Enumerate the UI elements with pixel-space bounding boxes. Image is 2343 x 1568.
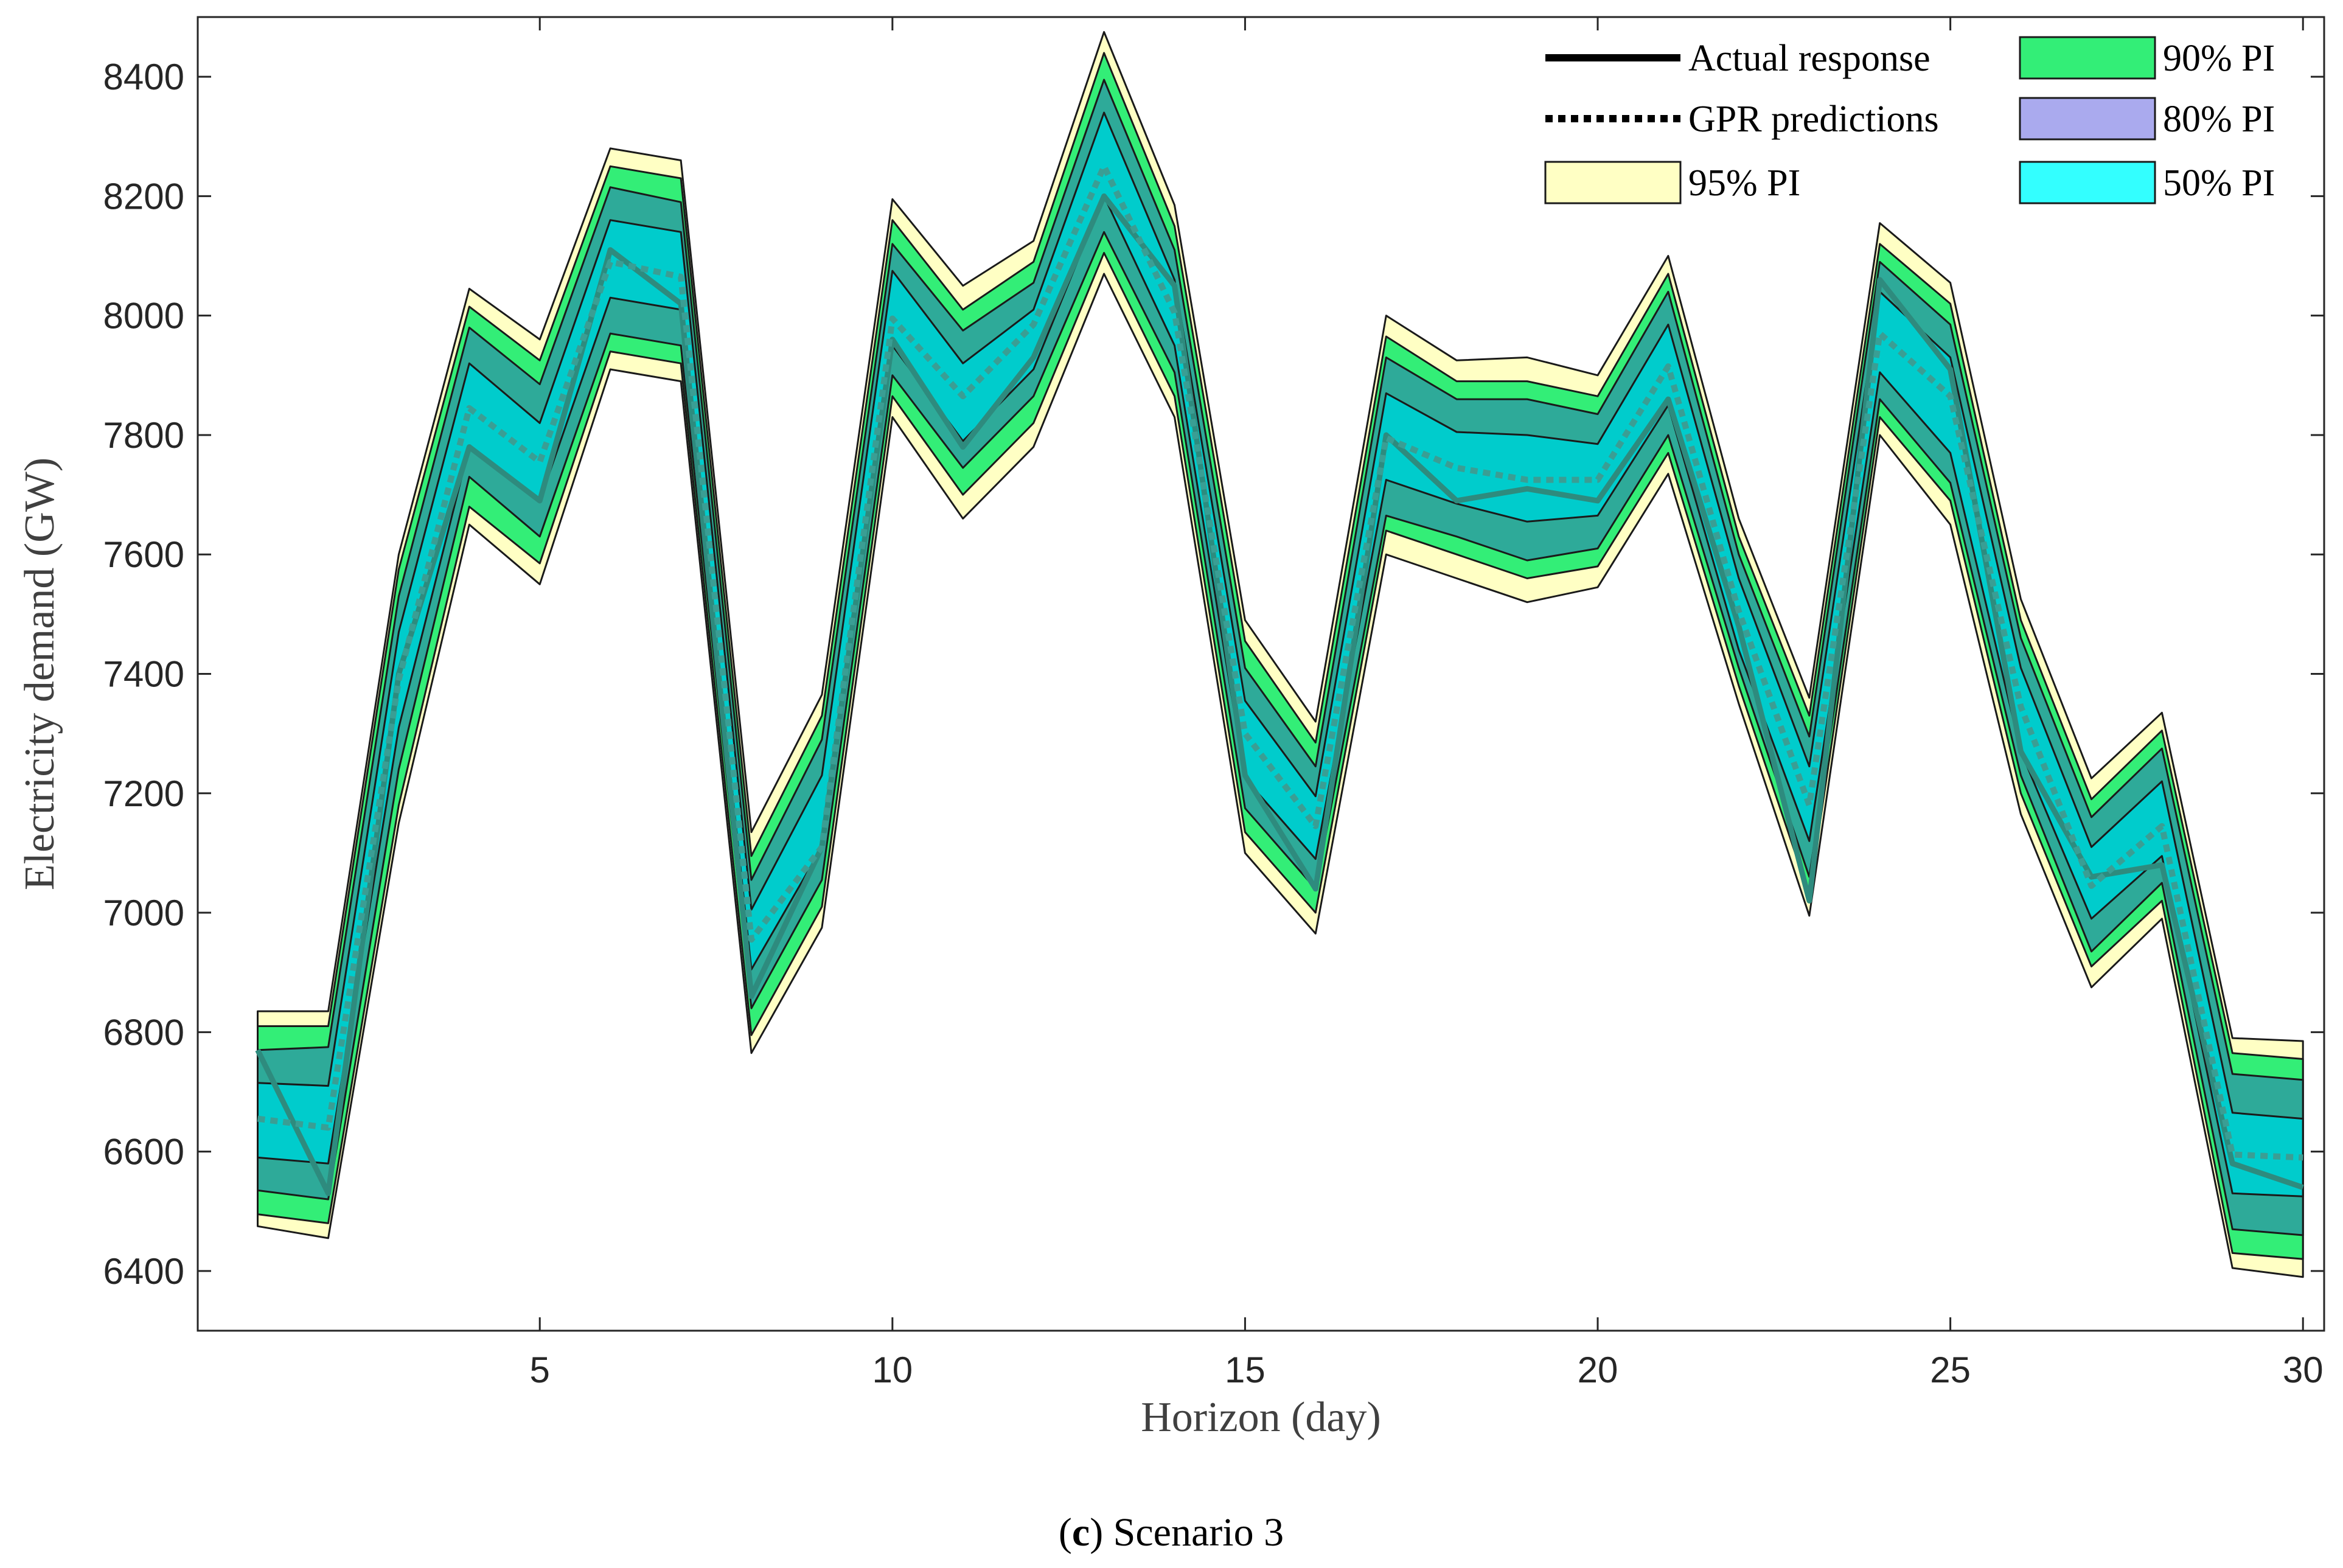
y-tick-label: 8200 [103,176,184,217]
band-80-pi [257,78,2304,1236]
legend-swatch-box [1544,161,1682,204]
legend-item: 95% PI [1544,161,1800,204]
y-tick-label: 8400 [103,57,184,97]
legend-item: GPR predictions [1545,99,1939,140]
legend-label: 50% PI [2163,162,2275,204]
legend-swatch-box [2019,161,2156,204]
y-tick-label: 7800 [103,415,184,456]
y-tick-label: 7400 [103,654,184,695]
caption-letter: c [1072,1510,1090,1555]
y-tick-label: 6400 [103,1251,184,1292]
x-tick-label: 30 [2283,1350,2324,1390]
x-axis-label: Horizon (day) [1141,1394,1381,1441]
legend-label: 95% PI [1688,162,1800,204]
legend-label: Actual response [1688,38,1930,79]
y-tick-label: 6600 [103,1132,184,1173]
x-tick-label: 10 [872,1350,913,1390]
legend-item: 80% PI [2019,97,2275,141]
x-tick-label: 5 [530,1350,550,1390]
figure-caption: (c) Scenario 3 [1059,1510,1284,1555]
y-tick-label: 7200 [103,773,184,814]
legend-label: GPR predictions [1688,99,1939,140]
y-tick-label: 8000 [103,296,184,336]
legend: Actual response GPR predictions 95% PI 90% … [1544,36,2275,204]
x-tick-label: 15 [1225,1350,1265,1390]
axes: 5 10 15 20 25 30 6400 6600 6800 7000 7200 7400 7600 7… [103,16,2325,1390]
legend-label: 90% PI [2163,38,2275,79]
legend-label: 80% PI [2163,99,2275,140]
prediction-interval-bands [257,31,2304,1278]
legend-item: 50% PI [2019,161,2275,204]
y-tick-label: 7000 [103,893,184,933]
legend-swatch-box [2019,97,2156,141]
x-tick-label: 20 [1578,1350,1618,1390]
x-tick-label: 25 [1930,1350,1971,1390]
y-tick-label: 6800 [103,1012,184,1053]
series-line-gpr-predictions [257,163,2303,1161]
legend-item: Actual response [1545,38,1930,79]
y-tick-label: 7600 [103,534,184,575]
caption-text: ) Scenario 3 [1090,1510,1284,1555]
legend-item: 90% PI [2019,36,2275,80]
series-lines [255,163,2304,1196]
caption-open-paren: ( [1059,1510,1072,1555]
y-axis-label: Electricity demand (GW) [16,458,63,890]
legend-swatch-box [2019,36,2156,80]
